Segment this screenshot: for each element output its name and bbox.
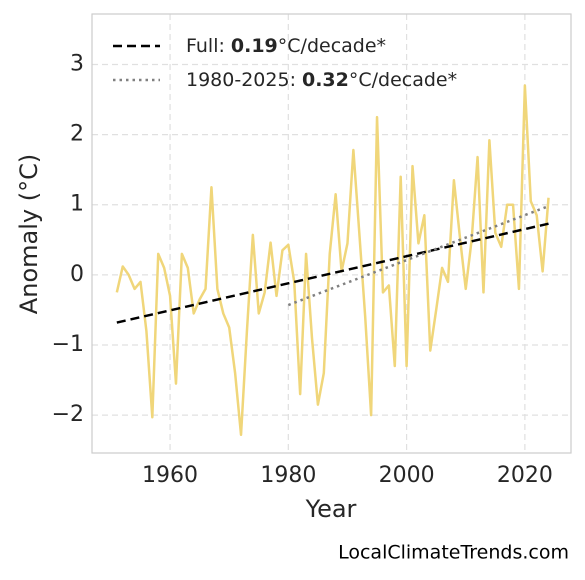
y-tick-label: 3 (70, 51, 84, 76)
x-tick-label: 1960 (142, 463, 198, 488)
y-tick-label: −2 (52, 402, 84, 427)
y-tick-label: 1 (70, 192, 84, 217)
x-tick-label: 2000 (379, 463, 435, 488)
x-tick-label: 1980 (260, 463, 316, 488)
legend-slope: 0.19 (231, 35, 278, 57)
y-tick-label: 2 (70, 122, 84, 147)
source: LocalClimateTrends.com (338, 542, 569, 564)
legend-label: Full: 0.19°C/decade* (186, 35, 386, 57)
legend-unit: °C/decade* (278, 35, 386, 57)
trend-line (287, 204, 549, 307)
y-tick-label: 0 (70, 262, 84, 287)
y-tick-label: −1 (52, 332, 84, 357)
legend-name: Full: (186, 35, 225, 57)
trend-line (116, 222, 549, 324)
legend-name: 1980-2025: (186, 69, 296, 91)
x-axis-label: Year (305, 495, 357, 523)
legend-slope: 0.32 (302, 69, 349, 91)
y-axis-label: Anomaly (°C) (15, 154, 43, 314)
x-tick-label: 2020 (497, 463, 553, 488)
plot-frame (91, 13, 572, 454)
data-line (115, 84, 550, 437)
legend-label: 1980-2025: 0.32°C/decade* (186, 69, 457, 91)
legend-unit: °C/decade* (349, 69, 457, 91)
